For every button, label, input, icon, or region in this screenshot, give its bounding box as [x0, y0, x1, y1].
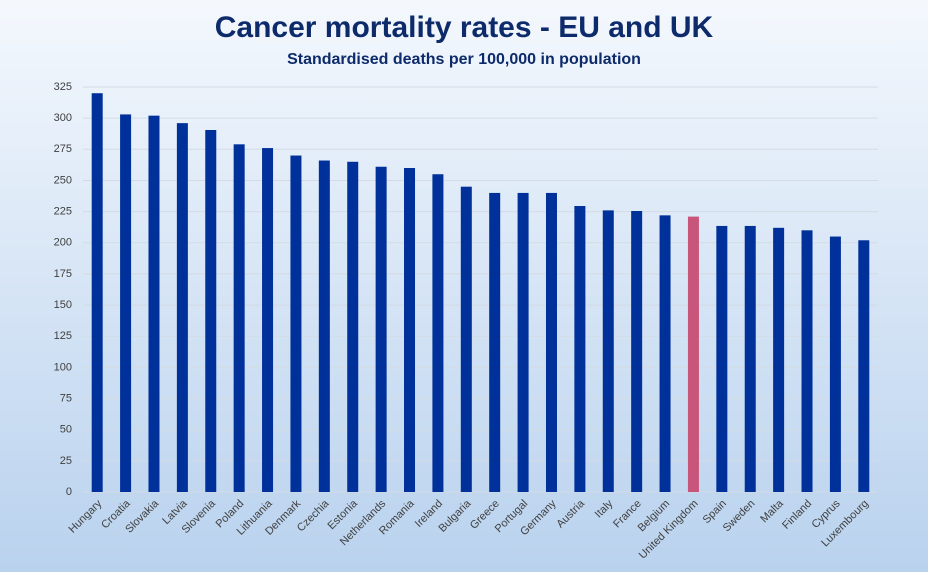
bar: [489, 192, 501, 492]
bar: [659, 215, 671, 492]
bar: [744, 225, 756, 492]
y-tick-label: 25: [60, 455, 72, 467]
y-tick-label: 0: [66, 486, 72, 498]
bar: [687, 216, 699, 492]
bar: [205, 129, 217, 492]
y-tick-label: 75: [60, 392, 72, 404]
bar: [290, 155, 302, 493]
bar: [148, 115, 160, 493]
bar: [347, 161, 359, 492]
y-tick-label: 225: [54, 206, 72, 218]
bar: [545, 192, 557, 492]
bar: [631, 210, 643, 492]
y-tick-label: 250: [54, 174, 72, 186]
y-tick-label: 150: [54, 299, 72, 311]
bar: [858, 240, 870, 492]
y-tick-label: 325: [54, 81, 72, 93]
chart-title: Cancer mortality rates - EU and UK: [215, 11, 714, 44]
bar: [120, 114, 132, 493]
bar: [233, 144, 245, 493]
bar: [262, 148, 274, 493]
bar: [460, 186, 472, 492]
bar: [318, 160, 330, 492]
bar: [176, 123, 188, 492]
y-tick-label: 50: [60, 424, 72, 436]
y-tick-label: 300: [54, 112, 72, 124]
bar: [432, 174, 444, 492]
bar: [375, 166, 387, 492]
y-tick-label: 200: [54, 237, 72, 249]
bar: [829, 236, 841, 492]
bar: [517, 192, 529, 492]
y-tick-label: 275: [54, 143, 72, 155]
bar: [404, 168, 416, 492]
bar: [602, 210, 614, 492]
bar: [91, 93, 103, 492]
chart-subtitle: Standardised deaths per 100,000 in popul…: [287, 51, 641, 68]
bar: [801, 230, 813, 493]
y-tick-label: 100: [54, 361, 72, 373]
bar: [716, 225, 728, 492]
bar: [574, 206, 586, 492]
y-tick-label: 125: [54, 330, 72, 342]
y-tick-label: 175: [54, 268, 72, 280]
bar: [773, 227, 785, 493]
